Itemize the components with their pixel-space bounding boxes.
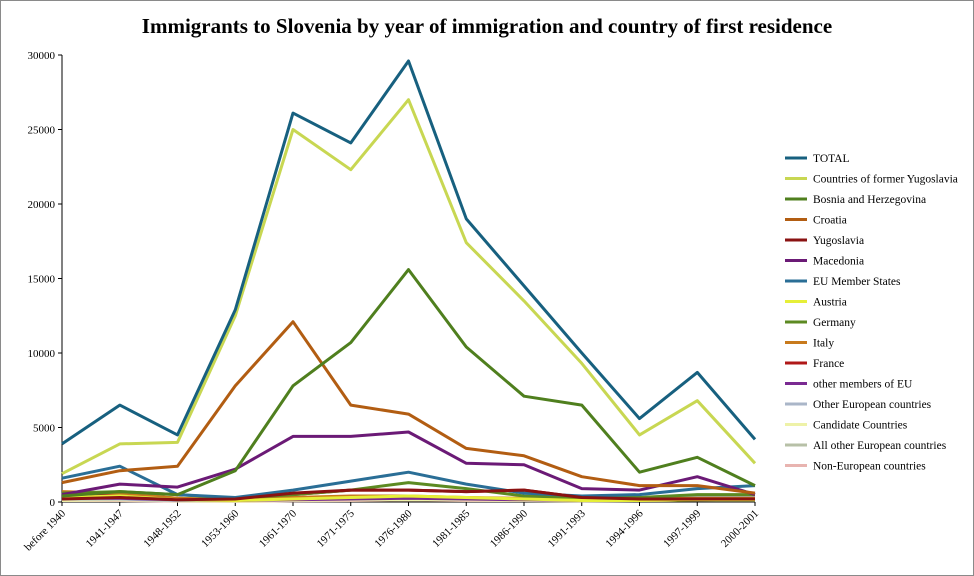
series-line bbox=[61, 98, 757, 476]
series-line bbox=[61, 488, 755, 502]
series-lines bbox=[61, 59, 757, 503]
legend-label: Yugoslavia bbox=[813, 235, 864, 247]
chart-title: Immigrants to Slovenia by year of immigr… bbox=[141, 14, 833, 38]
x-tick-label: 1997-1999 bbox=[661, 507, 704, 550]
x-tick-label: 1986-1990 bbox=[488, 507, 531, 550]
legend-label: All other European countries bbox=[813, 440, 947, 452]
legend-label: Italy bbox=[813, 338, 834, 350]
x-tick-label: 1941-1947 bbox=[84, 507, 127, 550]
x-tick-label: 1953-1960 bbox=[199, 507, 242, 550]
x-tick-label: 1976-1980 bbox=[372, 507, 415, 550]
legend-label: Macedonia bbox=[813, 256, 864, 268]
legend-label: Other European countries bbox=[813, 399, 932, 411]
y-tick-label: 5000 bbox=[33, 423, 56, 435]
x-tick-label: 1981-1985 bbox=[430, 507, 473, 550]
series-line bbox=[61, 268, 756, 498]
legend-label: Countries of former Yugoslavia bbox=[813, 174, 958, 186]
y-tick-label: 10000 bbox=[28, 348, 56, 360]
legend-label: France bbox=[813, 358, 844, 370]
legend: TOTAL Countries of former Yugoslavia Bosni… bbox=[785, 153, 958, 473]
legend-label: Non-European countries bbox=[813, 461, 926, 473]
legend-label: EU Member States bbox=[813, 276, 901, 288]
y-tick-label: 20000 bbox=[28, 199, 56, 211]
legend-label: TOTAL bbox=[813, 153, 850, 165]
legend-label: Croatia bbox=[813, 215, 847, 227]
series-line bbox=[61, 430, 756, 497]
y-tick-label: 15000 bbox=[28, 274, 56, 286]
legend-label: Austria bbox=[813, 297, 847, 309]
legend-label: Germany bbox=[813, 317, 856, 329]
legend-label: Bosnia and Herzegovina bbox=[813, 194, 926, 206]
axes: 0 5000 10000 15000 20000 25000 30000 before 194… bbox=[22, 50, 761, 553]
series-line bbox=[61, 59, 757, 446]
x-tick-label: 1991-1993 bbox=[546, 507, 589, 550]
x-tick-label: 2000-2001 bbox=[719, 508, 761, 550]
x-tick-label: 1948-1952 bbox=[141, 508, 183, 550]
y-tick-label: 0 bbox=[50, 497, 56, 509]
x-tick-label: 1994-1996 bbox=[603, 507, 646, 550]
x-tick-label: 1961-1970 bbox=[257, 507, 300, 550]
legend-label: Candidate Countries bbox=[813, 420, 908, 432]
y-tick-label: 30000 bbox=[28, 50, 56, 62]
x-tick-label: before 1940 bbox=[22, 507, 68, 553]
legend-label: other members of EU bbox=[813, 379, 913, 391]
x-tick-label: 1971-1975 bbox=[315, 507, 358, 550]
y-tick-label: 25000 bbox=[28, 125, 56, 137]
series-line bbox=[61, 320, 756, 495]
